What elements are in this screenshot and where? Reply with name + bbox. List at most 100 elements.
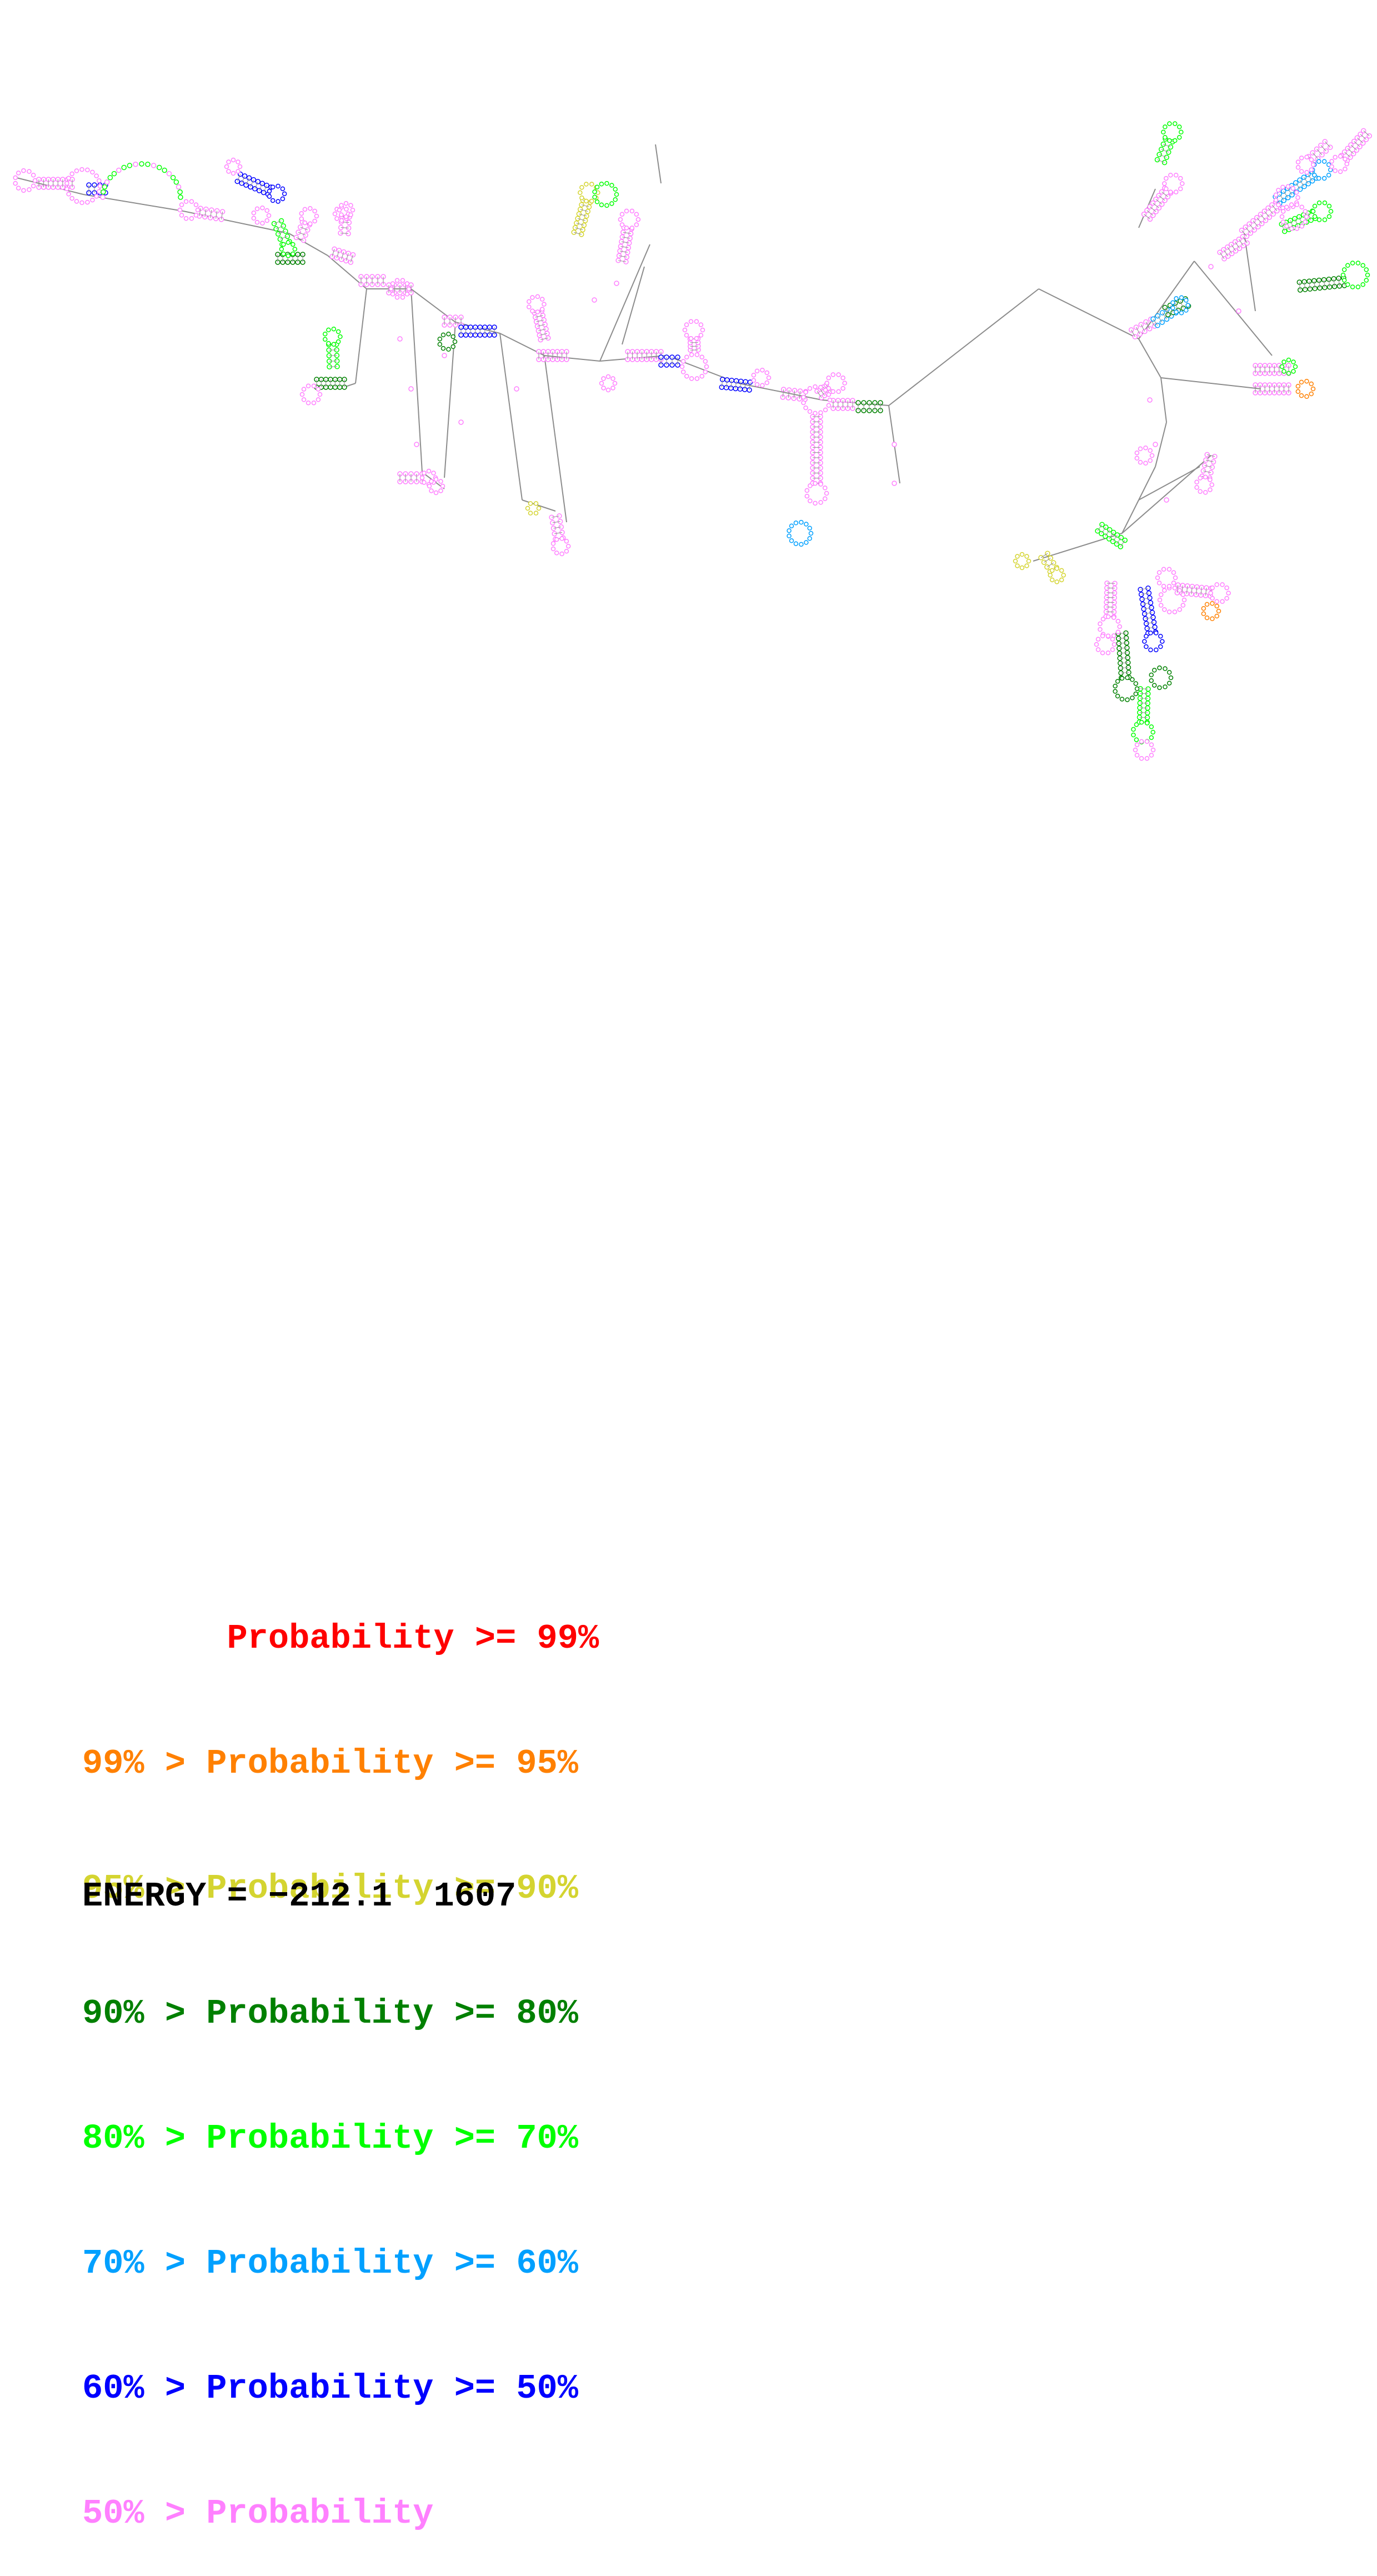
base-pair-bond	[1260, 214, 1265, 221]
loop-base	[530, 309, 534, 313]
loop-base	[286, 241, 290, 244]
loop-base	[327, 328, 331, 332]
loop-base	[1220, 583, 1224, 587]
loop-base	[1144, 634, 1148, 638]
loop-base	[808, 409, 812, 413]
loop-base	[584, 182, 588, 186]
loop-base	[1323, 201, 1326, 205]
loop-base	[339, 203, 343, 207]
loop-base	[527, 305, 531, 309]
loop-base	[427, 469, 431, 473]
loop-base	[1300, 205, 1304, 209]
loop-base	[391, 282, 395, 286]
loop-base	[1145, 721, 1149, 725]
loop-base	[1106, 615, 1110, 619]
loop-base	[146, 162, 150, 167]
loop-base	[1163, 125, 1167, 129]
base-pair-bond	[1268, 208, 1273, 214]
base-pair-bond	[1272, 205, 1277, 211]
loop-base	[534, 511, 538, 515]
energy-label: ENERGY =	[82, 1877, 268, 1916]
loop-base	[312, 384, 316, 388]
loop-base	[112, 172, 117, 176]
loop-base	[133, 162, 138, 167]
loop-base	[1173, 122, 1177, 126]
loop-base	[442, 333, 445, 337]
loop-base	[636, 218, 640, 222]
loop-base	[595, 185, 599, 189]
loop-base	[101, 195, 105, 199]
backbone-segment	[544, 356, 567, 522]
single-base	[514, 387, 519, 391]
loop-base	[1343, 278, 1346, 282]
loop-base	[1148, 458, 1152, 462]
loop-base	[1345, 162, 1349, 166]
loop-base	[1361, 283, 1365, 287]
loop-base	[271, 185, 275, 189]
base-pair-bond	[1313, 153, 1318, 158]
loop-base	[529, 502, 533, 506]
loop-base	[1356, 261, 1360, 265]
loop-base	[157, 166, 162, 170]
loop-base	[194, 203, 198, 207]
loop-base	[17, 186, 21, 190]
loop-base	[813, 411, 817, 415]
loop-base	[27, 188, 31, 192]
loop-base	[307, 401, 311, 405]
loop-base	[1210, 602, 1214, 606]
loop-base	[1179, 187, 1183, 191]
loop-base	[1163, 182, 1166, 186]
loop-base	[1276, 203, 1280, 207]
loop-base	[184, 217, 188, 221]
loop-base	[1169, 676, 1173, 680]
loop-base	[1055, 567, 1059, 571]
loop-base	[236, 160, 240, 164]
loop-base	[808, 387, 812, 391]
loop-base	[1048, 573, 1052, 577]
loop-base	[1291, 187, 1295, 191]
loop-base	[1140, 721, 1144, 724]
loop-base	[699, 333, 703, 337]
loop-base	[323, 332, 327, 336]
loop-base	[805, 488, 809, 492]
loop-base	[1139, 461, 1143, 464]
loop-base	[1329, 209, 1333, 213]
loop-base	[162, 168, 167, 172]
loop-base	[1291, 369, 1295, 373]
loop-base	[1015, 564, 1019, 568]
loop-base	[97, 189, 101, 193]
loop-base	[429, 489, 433, 493]
loop-base	[1317, 177, 1321, 181]
loop-base	[283, 192, 287, 196]
loop-base	[1153, 683, 1156, 687]
loop-base	[1167, 567, 1171, 571]
loop-base	[804, 541, 808, 544]
loop-base	[1174, 310, 1178, 314]
loop-base	[634, 223, 638, 227]
loop-base	[1220, 599, 1224, 603]
legend-row-ge99: Probability >= 99%	[82, 1618, 599, 1659]
loop-base	[1198, 476, 1202, 480]
loop-base	[1178, 136, 1181, 139]
loop-base	[252, 211, 256, 215]
loop-base	[841, 376, 845, 380]
loop-base	[828, 398, 832, 402]
loop-base	[610, 183, 614, 187]
legend-label: Probability >= 50%	[206, 2369, 578, 2408]
loop-base	[685, 355, 689, 359]
loop-base	[171, 176, 176, 180]
loop-base	[802, 396, 805, 399]
loop-base	[91, 198, 94, 202]
loop-base	[1162, 567, 1166, 571]
loop-base	[1309, 168, 1313, 172]
loop-base	[767, 376, 771, 380]
loop-base	[1168, 671, 1171, 674]
loop-base	[527, 299, 531, 303]
loop-base	[534, 502, 538, 506]
loop-base	[804, 390, 808, 394]
backbone-segment	[1139, 339, 1161, 378]
loop-base	[809, 532, 813, 536]
loop-base	[1168, 122, 1171, 126]
loop-base	[1167, 584, 1171, 588]
loop-base	[1027, 559, 1031, 563]
